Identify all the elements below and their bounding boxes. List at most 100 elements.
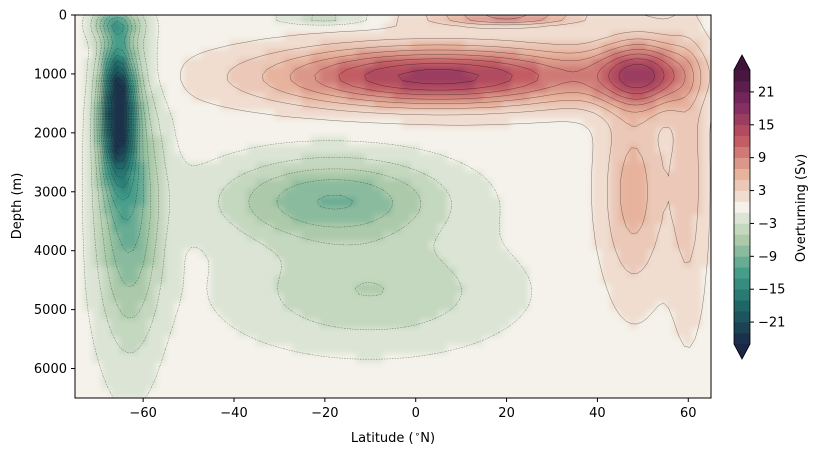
field-cell (419, 144, 430, 155)
field-cell (165, 292, 176, 303)
field-cell (337, 118, 349, 129)
field-cell (128, 214, 140, 225)
field-cell (655, 258, 667, 269)
field-cell (228, 249, 240, 260)
field-cell (528, 75, 539, 86)
field-cell (274, 319, 285, 329)
field-cell (537, 336, 549, 347)
field-cell (492, 84, 503, 94)
field-cell (192, 240, 203, 251)
field-cell (383, 371, 394, 382)
field-cell (592, 171, 603, 181)
field-cell (537, 153, 549, 164)
field-cell (219, 371, 231, 382)
field-cell (156, 353, 167, 364)
field-cell (119, 362, 131, 373)
field-cell (664, 197, 676, 208)
field-cell (565, 153, 576, 164)
y-tick-label: 3000 (34, 185, 67, 200)
field-cell (283, 214, 294, 225)
field-cell (75, 75, 85, 86)
field-cell (283, 162, 294, 173)
field-cell (174, 57, 185, 68)
field-cell (183, 223, 194, 234)
colorbar-label: Overturning (Sv) (794, 154, 809, 262)
field-cell (546, 319, 558, 329)
field-cell (210, 92, 221, 103)
field-cell (247, 371, 258, 382)
field-cell (110, 371, 122, 382)
field-cell (219, 57, 231, 68)
field-cell (410, 171, 421, 181)
field-cell (174, 101, 185, 112)
field-cell (383, 310, 394, 321)
field-cell (437, 319, 449, 329)
field-cell (456, 49, 467, 60)
field-cell (346, 258, 358, 269)
field-cell (128, 197, 140, 208)
field-cell (537, 15, 549, 25)
field-cell (265, 327, 276, 338)
field-cell (174, 310, 185, 321)
field-cell (337, 127, 349, 138)
field-cell (537, 136, 549, 147)
field-cell (583, 284, 594, 295)
field-cell (138, 101, 149, 112)
field-cell (492, 336, 503, 347)
field-cell (219, 153, 231, 164)
field-cell (228, 353, 240, 364)
field-cell (546, 84, 558, 94)
field-cell (583, 336, 594, 347)
field-cell (301, 118, 312, 129)
field-cell (701, 336, 711, 347)
field-cell (555, 92, 567, 103)
field-cell (374, 101, 385, 112)
field-cell (128, 249, 140, 260)
field-cell (92, 388, 103, 398)
field-cell (419, 31, 430, 42)
field-cell (75, 31, 85, 42)
field-cell (237, 153, 249, 164)
field-cell (156, 345, 167, 356)
field-cell (128, 284, 140, 295)
field-cell (419, 92, 430, 103)
field-cell (528, 205, 539, 216)
field-cell (265, 379, 276, 390)
field-cell (156, 84, 167, 94)
field-cell (601, 57, 612, 68)
field-cell (483, 292, 494, 303)
field-cell (619, 275, 630, 286)
field-cell (365, 188, 376, 199)
field-cell (328, 144, 340, 155)
field-cell (201, 292, 212, 303)
field-cell (637, 23, 648, 34)
field-cell (346, 127, 358, 138)
field-cell (156, 249, 167, 260)
field-cell (128, 101, 140, 112)
field-cell (483, 371, 494, 382)
field-cell (301, 258, 312, 269)
field-cell (174, 144, 185, 155)
field-cell (674, 379, 685, 390)
field-cell (592, 84, 603, 94)
field-cell (201, 232, 212, 242)
field-cell (128, 223, 140, 234)
field-cell (147, 388, 158, 398)
field-cell (346, 371, 358, 382)
field-cell (492, 49, 503, 60)
field-cell (319, 153, 330, 164)
field-cell (664, 57, 676, 68)
field-cell (374, 310, 385, 321)
field-cell (565, 353, 576, 364)
colorbar-band (734, 212, 750, 224)
field-cell (474, 144, 485, 155)
field-cell (528, 15, 539, 25)
field-cell (474, 205, 485, 216)
field-cell (410, 179, 421, 190)
field-cell (319, 353, 330, 364)
field-cell (337, 197, 349, 208)
field-cell (228, 214, 240, 225)
field-cell (201, 188, 212, 199)
field-cell (692, 66, 703, 77)
field-cell (701, 171, 711, 181)
